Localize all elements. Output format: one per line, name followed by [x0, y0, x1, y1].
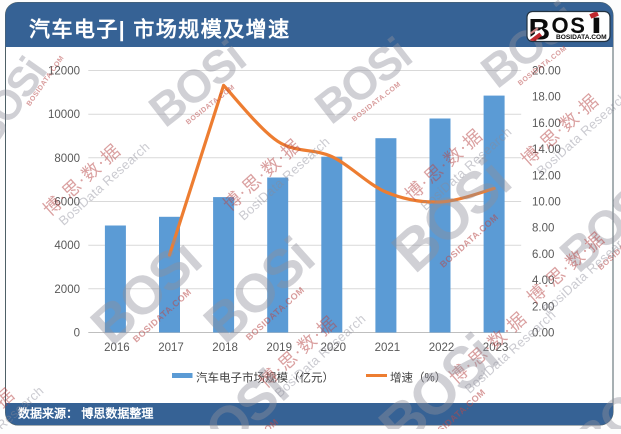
svg-text:10.00: 10.00 — [532, 197, 561, 209]
svg-text:汽车电子市场规模（亿元）: 汽车电子市场规模（亿元） — [196, 371, 334, 385]
svg-text:2016: 2016 — [104, 342, 130, 354]
svg-text:14.00: 14.00 — [532, 144, 561, 156]
svg-text:4000: 4000 — [54, 240, 80, 252]
svg-text:2.00: 2.00 — [532, 301, 554, 313]
svg-text:18.00: 18.00 — [532, 92, 561, 104]
svg-text:0.00: 0.00 — [532, 328, 554, 340]
svg-text:6000: 6000 — [54, 197, 80, 209]
svg-text:BOSIDATA.COM: BOSIDATA.COM — [556, 34, 607, 41]
svg-text:4.00: 4.00 — [532, 275, 554, 287]
svg-text:B: B — [529, 14, 551, 47]
svg-text:2023: 2023 — [483, 342, 509, 354]
svg-text:2021: 2021 — [375, 342, 401, 354]
svg-text:8000: 8000 — [54, 153, 80, 165]
svg-text:汽车电子| 市场规模及增速: 汽车电子| 市场规模及增速 — [29, 18, 291, 42]
svg-text:12000: 12000 — [48, 66, 80, 78]
svg-text:12.00: 12.00 — [532, 170, 561, 182]
svg-text:2020: 2020 — [321, 342, 347, 354]
svg-text:OS: OS — [552, 13, 587, 38]
svg-text:16.00: 16.00 — [532, 118, 561, 130]
svg-text:2022: 2022 — [429, 342, 455, 354]
svg-text:数据来源： 博思数据整理: 数据来源： 博思数据整理 — [18, 406, 153, 421]
svg-text:6.00: 6.00 — [532, 249, 554, 261]
svg-text:10000: 10000 — [48, 109, 80, 121]
svg-text:2019: 2019 — [266, 342, 292, 354]
svg-text:增速（%）: 增速（%） — [390, 371, 446, 385]
svg-text:2000: 2000 — [54, 284, 80, 296]
svg-text:0: 0 — [74, 328, 80, 340]
svg-text:20.00: 20.00 — [532, 66, 561, 78]
svg-text:8.00: 8.00 — [532, 223, 554, 235]
svg-text:2018: 2018 — [212, 342, 238, 354]
svg-text:2017: 2017 — [158, 342, 184, 354]
